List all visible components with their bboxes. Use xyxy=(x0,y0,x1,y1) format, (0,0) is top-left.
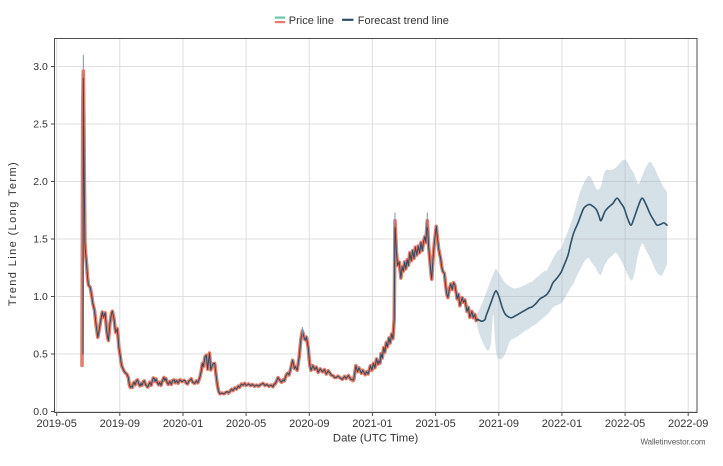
svg-text:Forecast trend line: Forecast trend line xyxy=(358,15,449,27)
svg-text:0.5: 0.5 xyxy=(33,349,48,361)
svg-text:1.0: 1.0 xyxy=(33,291,48,303)
svg-text:Price line: Price line xyxy=(289,15,334,27)
svg-text:2019-09: 2019-09 xyxy=(100,418,140,430)
svg-text:2022-05: 2022-05 xyxy=(605,418,645,430)
svg-text:3.0: 3.0 xyxy=(33,61,48,73)
svg-text:Trend Line (Long Term): Trend Line (Long Term) xyxy=(7,161,19,306)
svg-text:2020-01: 2020-01 xyxy=(163,418,203,430)
svg-text:2022-01: 2022-01 xyxy=(542,418,582,430)
svg-text:2021-05: 2021-05 xyxy=(415,418,455,430)
svg-text:1.5: 1.5 xyxy=(33,234,48,246)
svg-text:0.0: 0.0 xyxy=(33,406,48,418)
svg-text:2021-09: 2021-09 xyxy=(479,418,519,430)
svg-text:2022-09: 2022-09 xyxy=(668,418,708,430)
svg-text:2019-05: 2019-05 xyxy=(37,418,77,430)
svg-text:2.0: 2.0 xyxy=(33,176,48,188)
svg-text:2020-09: 2020-09 xyxy=(289,418,329,430)
svg-text:2.5: 2.5 xyxy=(33,119,48,131)
svg-text:Date (UTC Time): Date (UTC Time) xyxy=(333,433,419,445)
svg-text:Walletinvestor.com: Walletinvestor.com xyxy=(640,438,705,447)
svg-text:2021-01: 2021-01 xyxy=(352,418,392,430)
svg-text:2020-05: 2020-05 xyxy=(226,418,266,430)
